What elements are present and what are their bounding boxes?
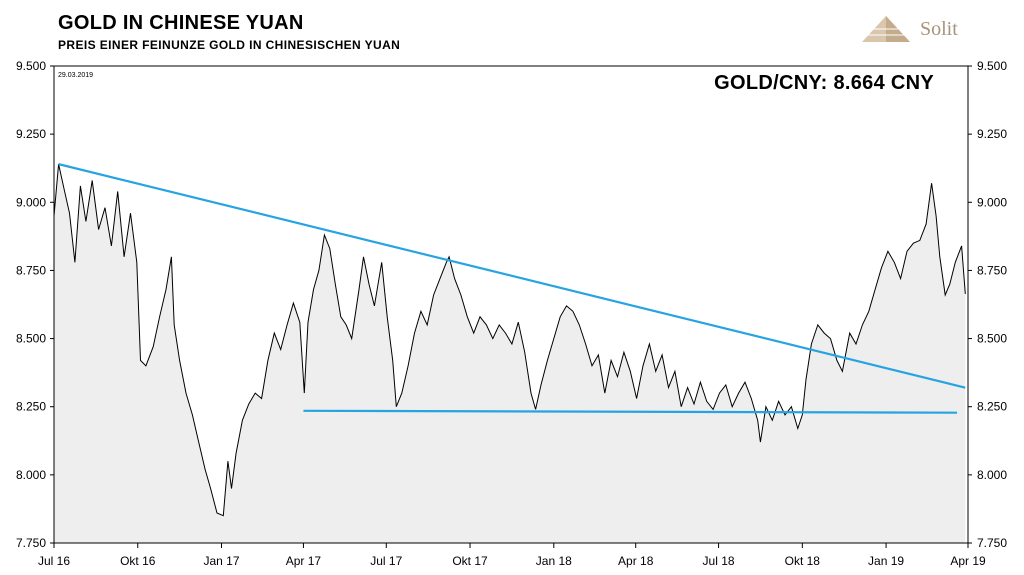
solit-logo: Solit — [858, 14, 978, 46]
y-tick-label-left: 8.750 — [16, 263, 46, 277]
support-trendline — [303, 409, 958, 414]
y-tick-label-right: 8.000 — [977, 468, 1007, 482]
x-tick-label: Jul 17 — [370, 554, 402, 568]
x-tick-label: Okt 16 — [120, 554, 156, 568]
chart-subtitle: PREIS EINER FEINUNZE GOLD IN CHINESISCHE… — [58, 38, 401, 52]
x-tick-label: Jul 16 — [38, 554, 70, 568]
y-tick-label-right: 9.500 — [977, 59, 1007, 73]
price-annotation: GOLD/CNY: 8.664 CNY — [714, 72, 934, 94]
x-tick-label: Jul 18 — [703, 554, 735, 568]
plot-frame — [53, 65, 969, 544]
y-tick-label-right: 9.250 — [977, 127, 1007, 141]
y-tick-label-right: 9.000 — [977, 195, 1007, 209]
price-area — [54, 164, 966, 543]
y-tick-label-left: 7.750 — [16, 536, 46, 550]
y-tick-label-right: 8.250 — [977, 400, 1007, 414]
y-tick-label-left: 8.000 — [16, 468, 46, 482]
x-tick-label: Okt 17 — [452, 554, 488, 568]
pyramid-icon — [862, 16, 910, 42]
y-tick-label-right: 8.750 — [977, 263, 1007, 277]
y-tick-label-left: 9.000 — [16, 195, 46, 209]
x-tick-label: Jan 18 — [536, 554, 572, 568]
y-tick-label-left: 9.500 — [16, 59, 46, 73]
y-tick-label-right: 7.750 — [977, 536, 1007, 550]
x-tick-label: Jan 19 — [868, 554, 904, 568]
date-label: 29.03.2019 — [58, 72, 93, 79]
y-tick-label-left: 9.250 — [16, 127, 46, 141]
logo-text: Solit — [920, 18, 958, 40]
y-tick-label-left: 8.250 — [16, 400, 46, 414]
x-tick-label: Apr 18 — [618, 554, 654, 568]
x-tick-label: Okt 18 — [785, 554, 821, 568]
chart-title: GOLD IN CHINESE YUAN — [58, 12, 304, 34]
y-tick-label-right: 8.500 — [977, 332, 1007, 346]
resistance-trendline — [58, 163, 966, 389]
x-tick-label: Apr 17 — [286, 554, 322, 568]
x-tick-label: Apr 19 — [950, 554, 986, 568]
y-tick-label-left: 8.500 — [16, 332, 46, 346]
x-tick-label: Jan 17 — [203, 554, 239, 568]
price-line — [53, 163, 966, 517]
